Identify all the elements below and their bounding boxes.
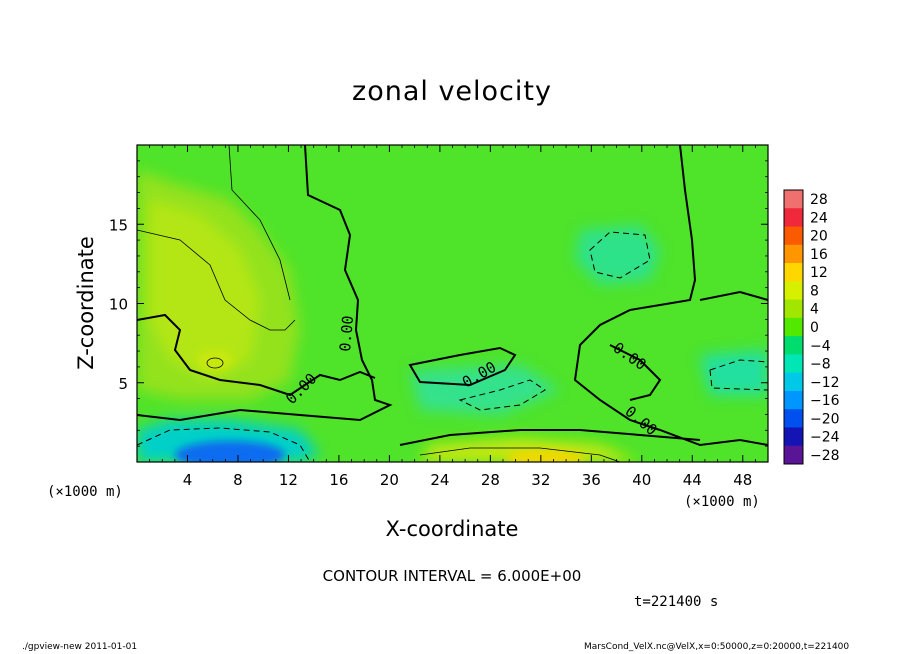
colorbar-swatch xyxy=(784,336,803,355)
contour-zero-c xyxy=(408,346,517,387)
x-tick-label: 4 xyxy=(183,471,193,489)
y-axis-ticks: 5 10 15 xyxy=(109,160,768,447)
colorbar-swatch xyxy=(784,263,803,282)
y-tick-label: 5 xyxy=(118,375,128,393)
colorbar-label: −16 xyxy=(810,393,840,409)
region-positive-core-left xyxy=(150,200,260,380)
colorbar-label: 16 xyxy=(810,247,828,263)
contour-lines xyxy=(137,145,768,462)
y-tick-label: 15 xyxy=(109,216,128,234)
colorbar-swatch xyxy=(784,445,803,465)
colorbar-label: 24 xyxy=(810,210,828,226)
x-axis-ticks: 4 8 12 16 20 24 28 32 36 40 44 48 xyxy=(149,145,756,489)
colorbar-swatch xyxy=(784,208,803,228)
colorbar-label: −28 xyxy=(810,448,840,464)
core-positive-bottom-middle xyxy=(505,450,585,462)
contour-pos-6b xyxy=(228,145,291,301)
contour-pos-6 xyxy=(137,229,296,331)
x-axis-title: X-coordinate xyxy=(386,517,519,541)
colorbar-swatch xyxy=(784,244,803,264)
colorbar-frame xyxy=(783,189,804,465)
x-unit-label-right: (×1000 m) xyxy=(684,494,760,510)
colorbar-swatch xyxy=(784,226,803,246)
colorbar-swatch xyxy=(784,354,803,374)
core-negative-bottom-left xyxy=(175,441,285,462)
core-positive-left xyxy=(197,350,233,370)
colorbar-label: −20 xyxy=(810,411,840,427)
contour-zero-a xyxy=(137,145,393,422)
colorbar-label: 28 xyxy=(810,192,828,208)
contour-zero-f xyxy=(699,290,768,301)
colorbar: 28 24 20 16 12 8 4 0 −4 −8 −12 −16 −20 −24 −28 xyxy=(783,189,840,465)
colorbar-swatch xyxy=(784,390,803,410)
footer-right: MarsCond_VelX.nc@VelX,x=0:50000,z=0:2000… xyxy=(584,642,850,652)
x-tick-label: 28 xyxy=(481,471,500,489)
contour-neg-6-dashed-b xyxy=(458,379,546,411)
region-negative-upper-right xyxy=(575,225,660,285)
colorbar-swatch xyxy=(784,190,803,209)
x-tick-label: 44 xyxy=(683,471,702,489)
colorbar-swatch xyxy=(784,281,803,301)
x-tick-label: 40 xyxy=(632,471,651,489)
contour-interval-note: CONTOUR INTERVAL = 6.000E+00 xyxy=(322,567,582,585)
x-tick-label: 20 xyxy=(380,471,399,489)
colorbar-label: 12 xyxy=(810,265,828,281)
x-tick-label: 48 xyxy=(733,471,752,489)
velocity-field xyxy=(137,145,768,462)
colorbar-label: 20 xyxy=(810,229,828,245)
x-unit-label-left: (×1000 m) xyxy=(47,484,123,500)
colorbar-label: −24 xyxy=(810,430,840,446)
chart-title: zonal velocity xyxy=(352,76,552,107)
contour-zero-g xyxy=(609,344,662,401)
colorbar-label: 0 xyxy=(810,320,819,336)
region-positive-bottom-middle xyxy=(420,438,640,462)
contour-label: 0.00 xyxy=(336,315,357,353)
x-tick-label: 12 xyxy=(279,471,298,489)
contour-zero-b xyxy=(137,313,376,397)
footer-left: ./gpview-new 2011-01-01 xyxy=(22,642,138,652)
x-tick-label: 36 xyxy=(582,471,601,489)
colorbar-label: 8 xyxy=(810,283,819,299)
x-tick-label: 8 xyxy=(233,471,243,489)
contour-pos-12 xyxy=(206,357,224,369)
colorbar-label: −12 xyxy=(810,375,840,391)
y-axis-title: Z-coordinate xyxy=(74,236,98,370)
colorbar-swatch xyxy=(784,317,803,337)
colorbar-label: 4 xyxy=(810,302,819,318)
y-tick-label: 10 xyxy=(109,296,128,314)
x-tick-label: 24 xyxy=(430,471,449,489)
colorbar-label: −4 xyxy=(810,338,831,354)
colorbar-label: −8 xyxy=(810,357,831,373)
colorbar-swatch xyxy=(784,427,803,447)
x-tick-label: 16 xyxy=(329,471,348,489)
contour-zero-e xyxy=(399,429,701,446)
contour-neg-6-dashed-d xyxy=(709,359,768,391)
time-label: t=221400 s xyxy=(634,594,719,610)
colorbar-swatch xyxy=(784,372,803,392)
colorbar-swatch xyxy=(784,409,803,428)
contour-pos-6-bottom xyxy=(419,447,621,462)
colorbar-swatch xyxy=(784,299,803,319)
region-negative-middle xyxy=(410,365,560,415)
contour-neg-6-dashed xyxy=(137,427,311,462)
x-tick-label: 32 xyxy=(531,471,550,489)
